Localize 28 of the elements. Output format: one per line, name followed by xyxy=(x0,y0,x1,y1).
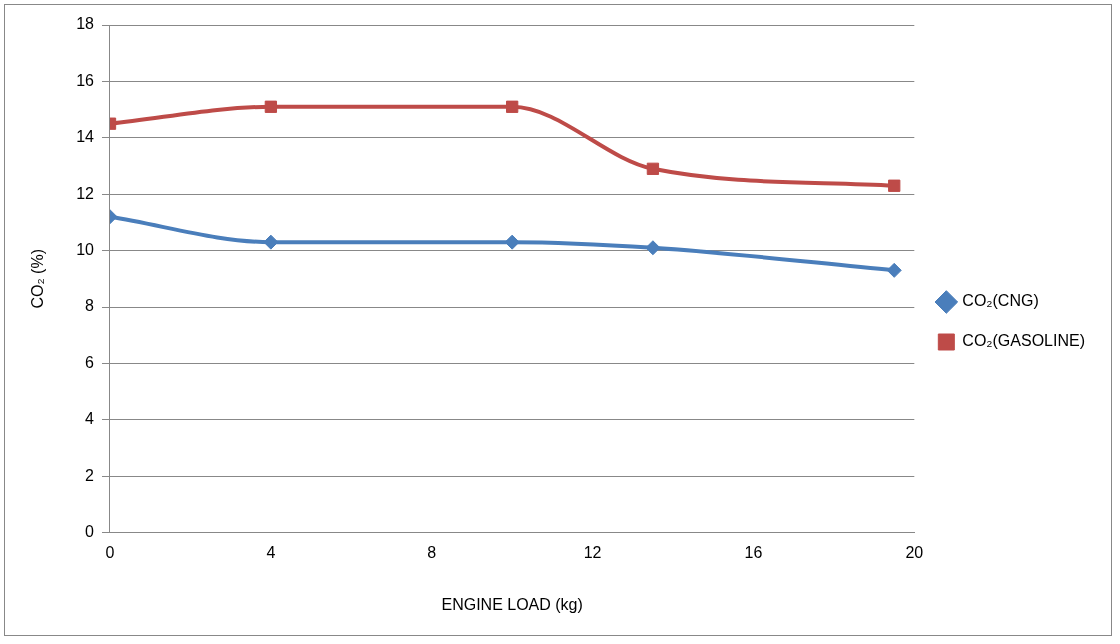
y-tick-label: 18 xyxy=(76,15,95,33)
legend-label: CO₂(CNG) xyxy=(962,292,1039,310)
y-tick-label: 2 xyxy=(85,466,95,484)
point xyxy=(646,162,660,175)
y-tick-label: 6 xyxy=(85,353,95,371)
y-tick-label: 16 xyxy=(76,71,95,89)
y-tick-label: 14 xyxy=(76,128,95,146)
point xyxy=(504,234,520,250)
point xyxy=(886,262,902,278)
point xyxy=(264,100,278,113)
x-tick-label: 12 xyxy=(583,543,602,561)
point xyxy=(263,234,279,250)
x-tick-label: 20 xyxy=(905,543,924,561)
y-axis-title: CO₂ (%) xyxy=(29,249,47,309)
y-tick-label: 8 xyxy=(85,297,95,315)
legend-label: CO₂(GASOLINE) xyxy=(962,332,1085,350)
point xyxy=(888,179,901,192)
x-axis-title: ENGINE LOAD (kg) xyxy=(441,595,583,613)
point xyxy=(645,240,661,256)
x-tick-label: 16 xyxy=(744,543,763,561)
x-tick-label: 0 xyxy=(105,543,115,561)
x-tick-label: 4 xyxy=(266,543,276,561)
y-tick-label: 0 xyxy=(85,523,95,541)
y-tick-label: 10 xyxy=(76,241,95,259)
y-tick-label: 4 xyxy=(85,410,95,428)
x-tick-label: 8 xyxy=(427,543,437,561)
point xyxy=(506,100,519,113)
y-tick-label: 12 xyxy=(76,184,95,202)
